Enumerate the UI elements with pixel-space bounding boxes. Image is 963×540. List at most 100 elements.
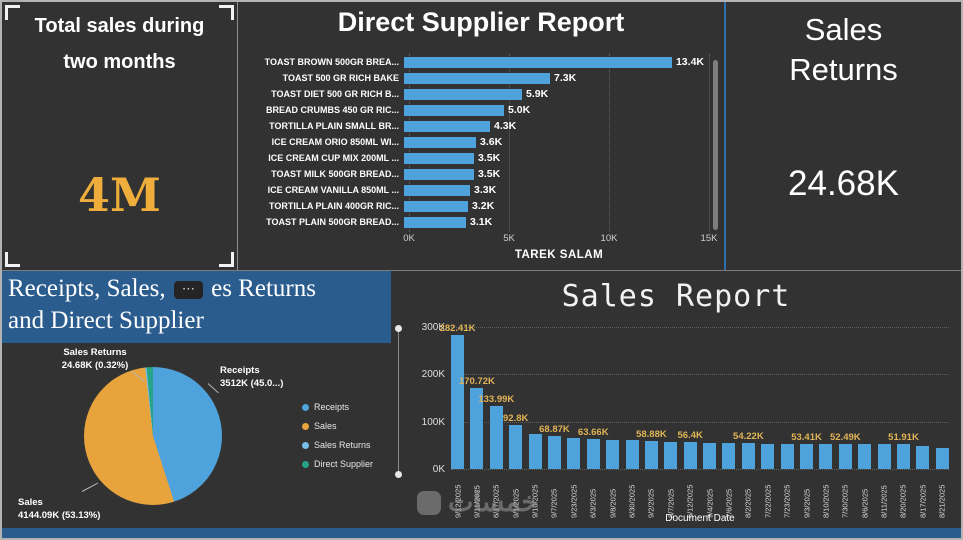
- sales-bar[interactable]: [586, 438, 600, 469]
- sales-bar-column[interactable]: 9/8/2025: [606, 439, 620, 518]
- sales-bar[interactable]: [780, 443, 794, 469]
- sales-bar[interactable]: [606, 439, 620, 469]
- sales-bar-column[interactable]: 52.49K 7/30/2025: [830, 432, 861, 518]
- sales-returns-card[interactable]: Sales Returns 24.68K: [724, 2, 961, 270]
- sales-bar[interactable]: [896, 444, 910, 469]
- legend-item[interactable]: Sales: [302, 421, 373, 431]
- sales-bar[interactable]: [858, 444, 872, 469]
- sales-value-label: 52.49K: [830, 432, 861, 444]
- y-tick-label: 0K: [432, 464, 445, 475]
- range-slider-track[interactable]: [398, 331, 399, 471]
- sales-bar[interactable]: [528, 434, 542, 469]
- supplier-bar-row[interactable]: ICE CREAM CUP MIX 200ML ... 3.5K: [246, 150, 704, 166]
- supplier-bar[interactable]: [404, 56, 672, 68]
- sales-bar-column[interactable]: 9/23/2025: [567, 437, 581, 518]
- sales-bar-column[interactable]: 9/4/2025: [703, 442, 717, 518]
- sales-bar[interactable]: [800, 443, 814, 469]
- selection-handle-bottom-left[interactable]: [5, 252, 20, 267]
- supplier-bar[interactable]: [404, 104, 504, 116]
- supplier-bar-row[interactable]: TOAST BROWN 500GR BREA... 13.4K: [246, 54, 704, 70]
- sales-bar-column[interactable]: 7/23/2025: [780, 443, 794, 518]
- legend-item[interactable]: Direct Supplier: [302, 459, 373, 469]
- sales-bar-column[interactable]: 53.41K 9/3/2025: [791, 432, 822, 518]
- total-sales-card[interactable]: Total sales during two months 4M: [2, 2, 237, 270]
- vertical-scrollbar[interactable]: [713, 60, 718, 230]
- title-text-after: es Returns: [211, 275, 316, 302]
- range-slider-handle-bottom[interactable]: [395, 471, 402, 478]
- sales-bar[interactable]: [761, 443, 775, 469]
- callout-sales: Sales 4144.09K (53.13%): [18, 497, 100, 523]
- sales-bar-column[interactable]: 8/17/2025: [916, 446, 930, 518]
- callout-value: 24.68K (0.32%): [61, 359, 129, 371]
- supplier-bar[interactable]: [404, 216, 466, 228]
- supplier-bar-row[interactable]: TOAST MILK 500GR BREAD... 3.5K: [246, 166, 704, 182]
- sales-bar[interactable]: [509, 425, 523, 469]
- legend-item[interactable]: Sales Returns: [302, 440, 373, 450]
- selection-handle-bottom-right[interactable]: [219, 252, 234, 267]
- supplier-bar-row[interactable]: TOAST DIET 500 GR RICH B... 5.9K: [246, 86, 704, 102]
- sales-bar-column[interactable]: 68.87K 9/7/2025: [539, 424, 570, 518]
- sales-bar-column[interactable]: 9/10/2025: [528, 434, 542, 518]
- sales-bar[interactable]: [877, 444, 891, 469]
- sales-bar-column[interactable]: 170.72K 9/11/2025: [459, 376, 495, 518]
- sales-bar-column[interactable]: 58.88K 9/2/2025: [636, 429, 667, 518]
- supplier-bar-row[interactable]: TORTILLA PLAIN 400GR RIC... 3.2K: [246, 198, 704, 214]
- sales-bar-column[interactable]: 282.41K 9/12/2025: [440, 323, 476, 518]
- sales-bar[interactable]: [644, 441, 658, 469]
- sales-bar-column[interactable]: 133.99K 6/17/2025: [478, 394, 514, 518]
- sales-bar-column[interactable]: 51.91K 8/20/2025: [888, 432, 919, 518]
- sales-bar-column[interactable]: 56.4K 6/12/2025: [678, 430, 703, 518]
- supplier-bar[interactable]: [404, 152, 474, 164]
- sales-bar[interactable]: [838, 444, 852, 469]
- sales-bar-column[interactable]: 63.66K 6/3/2025: [578, 427, 609, 518]
- sales-bar[interactable]: [470, 388, 484, 469]
- supplier-bar-row[interactable]: BREAD CRUMBS 450 GR RIC... 5.0K: [246, 102, 704, 118]
- date-axis-label: 6/12/2025: [685, 484, 695, 518]
- sales-bar-column[interactable]: 7/22/2025: [761, 443, 775, 518]
- sales-bar[interactable]: [935, 447, 949, 469]
- supplier-bar[interactable]: [404, 120, 490, 132]
- sales-bar[interactable]: [741, 443, 755, 469]
- range-slider-handle-top[interactable]: [395, 325, 402, 332]
- supplier-bar-row[interactable]: TOAST PLAIN 500GR BREAD... 3.1K: [246, 214, 704, 230]
- sales-bar[interactable]: [916, 446, 930, 469]
- sales-bar-column[interactable]: 8/7/2025: [664, 441, 678, 518]
- supplier-bar-row[interactable]: ICE CREAM VANILLA 850ML ... 3.3K: [246, 182, 704, 198]
- sales-bar[interactable]: [683, 442, 697, 469]
- sales-bar[interactable]: [819, 443, 833, 469]
- pie-chart[interactable]: [84, 367, 222, 505]
- supplier-bar-row[interactable]: TOAST 500 GR RICH BAKE 7.3K: [246, 70, 704, 86]
- more-options-button[interactable]: ⋯: [173, 281, 203, 300]
- supplier-bar-row[interactable]: TORTILLA PLAIN SMALL BR... 4.3K: [246, 118, 704, 134]
- sales-bar[interactable]: [703, 442, 717, 469]
- sales-bar[interactable]: [489, 405, 503, 469]
- legend-item[interactable]: Receipts: [302, 402, 373, 412]
- supplier-category-label: ICE CREAM ORIO 850ML WI...: [271, 137, 399, 147]
- supplier-bar-track: 4.3K: [404, 118, 704, 134]
- sales-bar-column[interactable]: 92.8K 9/1/2025: [503, 413, 528, 518]
- supplier-bar[interactable]: [404, 88, 522, 100]
- supplier-bar[interactable]: [404, 136, 476, 148]
- sales-bar-column[interactable]: 8/21/2025: [935, 447, 949, 518]
- selection-handle-top-right[interactable]: [219, 5, 234, 20]
- sales-bar[interactable]: [625, 440, 639, 469]
- sales-bar[interactable]: [547, 436, 561, 469]
- sales-bar-column[interactable]: 8/11/2025: [877, 444, 891, 518]
- selection-handle-top-left[interactable]: [5, 5, 20, 20]
- supplier-bar-track: 13.4K: [404, 54, 704, 70]
- sales-bar[interactable]: [567, 437, 581, 469]
- sales-bar-column[interactable]: 8/6/2025: [858, 444, 872, 518]
- supplier-bar[interactable]: [404, 72, 550, 84]
- sales-bar-column[interactable]: 8/10/2025: [819, 443, 833, 518]
- supplier-bar[interactable]: [404, 168, 474, 180]
- sales-bar[interactable]: [451, 335, 464, 469]
- sales-bar-column[interactable]: 54.22K 8/2/2025: [733, 431, 764, 518]
- sales-bar-column[interactable]: 7/6/2025: [722, 443, 736, 518]
- sales-bar[interactable]: [664, 441, 678, 469]
- sales-bar[interactable]: [722, 443, 736, 469]
- supplier-bar-row[interactable]: ICE CREAM ORIO 850ML WI... 3.6K: [246, 134, 704, 150]
- sales-bar-column[interactable]: 6/30/2025: [625, 440, 639, 518]
- supplier-bar[interactable]: [404, 200, 468, 212]
- supplier-bar[interactable]: [404, 184, 470, 196]
- date-axis-label: 8/17/2025: [918, 484, 928, 518]
